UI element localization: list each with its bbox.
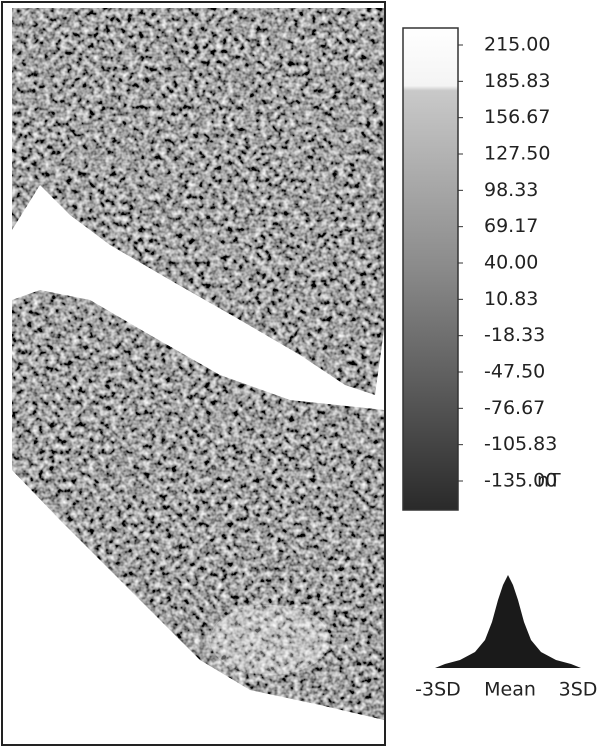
colorbar-label: -76.67: [484, 397, 545, 419]
colorbar-label: -18.33: [484, 324, 545, 346]
survey-map: [1, 1, 386, 746]
anomaly-highlight: [210, 605, 330, 675]
histogram-label: -3SD: [415, 679, 461, 701]
histogram-label: Mean: [484, 679, 536, 701]
colorbar-label: 215.00: [484, 34, 550, 56]
histogram: [435, 575, 581, 668]
colorbar-label: 156.67: [484, 106, 550, 128]
colorbar: [402, 27, 459, 511]
colorbar-label: -47.50: [484, 361, 545, 383]
survey-area-north: [12, 8, 384, 395]
colorbar-label: 185.83: [484, 70, 550, 92]
histogram-shape: [435, 575, 581, 668]
colorbar-ramp: [402, 27, 459, 511]
colorbar-label: 10.83: [484, 288, 538, 310]
histogram-label: 3SD: [559, 679, 598, 701]
colorbar-label: 40.00: [484, 252, 538, 274]
colorbar-label: -135.00: [484, 470, 557, 492]
colorbar-label: 69.17: [484, 215, 538, 237]
colorbar-label: -105.83: [484, 433, 557, 455]
colorbar-label: 98.33: [484, 179, 538, 201]
unit-label: nT: [537, 470, 561, 492]
survey-area-south: [12, 290, 384, 720]
colorbar-label: 127.50: [484, 143, 550, 165]
